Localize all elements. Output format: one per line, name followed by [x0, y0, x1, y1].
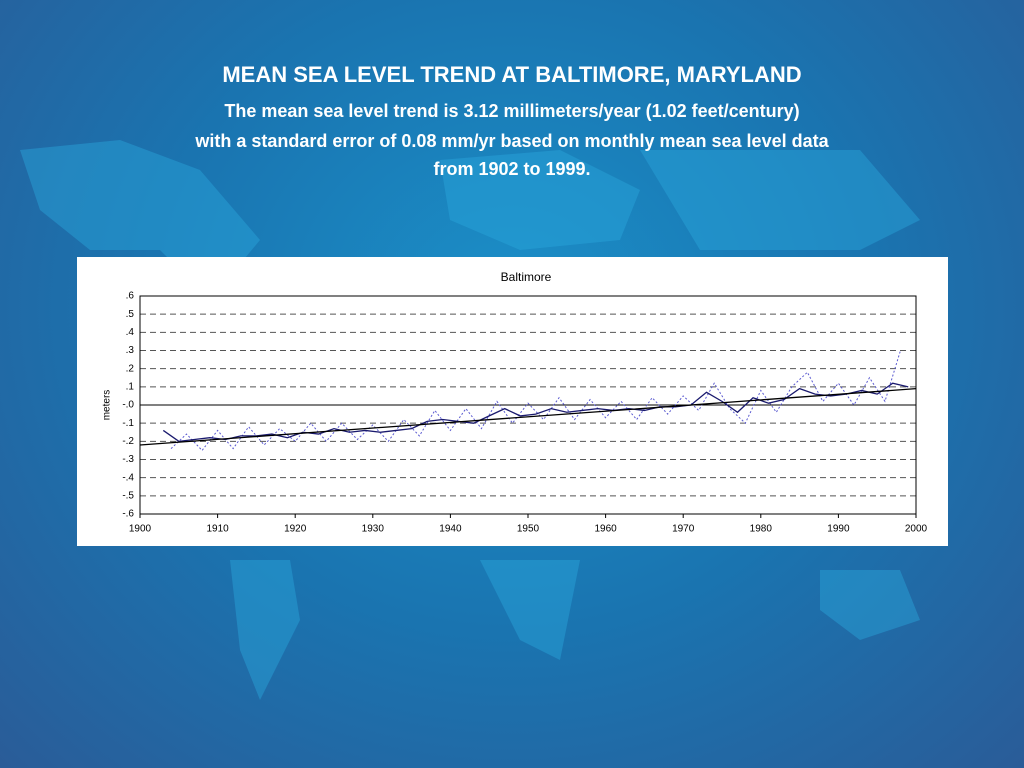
- x-tick-label: 1960: [594, 524, 617, 535]
- y-tick-label: -.5: [122, 490, 134, 501]
- subtitle: The mean sea level trend is 3.12 millime…: [224, 101, 800, 121]
- x-tick-label: 1920: [284, 524, 307, 535]
- y-tick-label: .5: [126, 309, 135, 320]
- subtitle: with a standard error of 0.08 mm/yr base…: [195, 131, 829, 151]
- y-tick-label: -.4: [122, 472, 134, 483]
- y-tick-label: .4: [126, 327, 135, 338]
- chart-title: Baltimore: [501, 270, 552, 284]
- y-tick-label: -.6: [122, 509, 134, 520]
- data-line: [162, 382, 909, 443]
- chart: Baltimore meters .6 .5 .4 .3 .2 .1 -.0 -.1 -.2 -.…: [77, 257, 948, 546]
- y-tick-label: .6: [126, 291, 135, 302]
- x-tick-label: 1930: [362, 524, 385, 535]
- y-tick-label: .3: [126, 345, 135, 356]
- x-tick-label: 1990: [827, 524, 850, 535]
- x-tick-label: 1900: [129, 524, 152, 535]
- y-tick-label: -.2: [122, 436, 134, 447]
- y-tick-label: -.3: [122, 454, 134, 465]
- x-tick-label: 2000: [905, 524, 928, 535]
- x-tick-label: 1910: [206, 524, 229, 535]
- subtitle: from 1902 to 1999.: [433, 159, 591, 179]
- x-tick-label: 1980: [750, 524, 773, 535]
- x-tick-label: 1970: [672, 524, 695, 535]
- y-tick-label: .1: [126, 381, 135, 392]
- data-line: [139, 388, 917, 446]
- plot-frame: [139, 295, 917, 515]
- y-tick-label: .2: [126, 363, 135, 374]
- data-line: [170, 350, 901, 452]
- y-tick-label: -.1: [122, 418, 134, 429]
- x-tick-label: 1950: [517, 524, 540, 535]
- x-tick-label: 1940: [439, 524, 462, 535]
- slide-title: MEAN SEA LEVEL TREND AT BALTIMORE, MARYL…: [222, 62, 802, 87]
- y-axis-label: meters: [102, 390, 113, 421]
- y-tick-label: -.0: [122, 400, 134, 411]
